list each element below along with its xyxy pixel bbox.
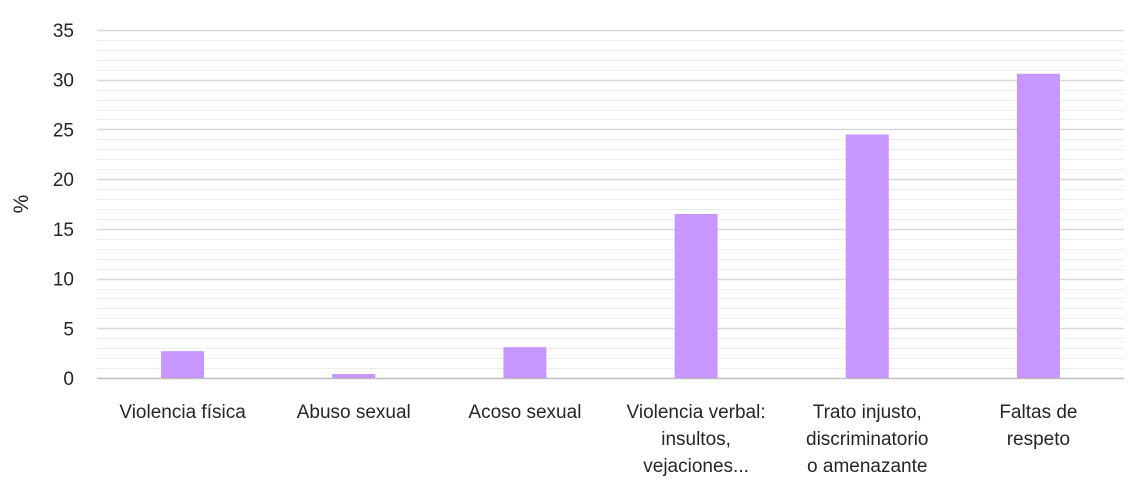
x-category-label-line: Trato injusto, bbox=[813, 402, 922, 423]
gridlines bbox=[97, 29, 1124, 369]
x-category-label: Violencia física bbox=[119, 402, 246, 423]
bar bbox=[332, 374, 376, 378]
x-category-label: Acoso sexual bbox=[468, 402, 581, 423]
y-tick-label: 35 bbox=[53, 21, 74, 42]
x-category-label: Faltas de respeto bbox=[999, 402, 1077, 450]
y-tick-label: 10 bbox=[53, 270, 74, 291]
x-category-label-line: Violencia verbal: bbox=[627, 402, 766, 423]
x-axis-categories: Violencia física Abuso sexual Acoso sexual… bbox=[119, 402, 1077, 477]
y-tick-label: 5 bbox=[63, 319, 74, 340]
x-category-label-line: o amenazante bbox=[807, 456, 927, 477]
bars bbox=[161, 73, 1060, 379]
x-category-label: Trato injusto, discriminatorio o amenazant… bbox=[806, 402, 928, 477]
y-axis-ticks: 0 5 10 15 20 25 30 35 bbox=[53, 21, 74, 390]
x-category-label-line: Faltas de bbox=[999, 402, 1077, 423]
x-category-label-line: Violencia física bbox=[119, 402, 246, 423]
y-tick-label: 0 bbox=[63, 369, 74, 390]
x-category-label-line: Acoso sexual bbox=[468, 402, 581, 423]
y-tick-label: 30 bbox=[53, 71, 74, 92]
x-category-label: Abuso sexual bbox=[297, 402, 411, 423]
x-category-label-line: respeto bbox=[1007, 429, 1070, 450]
bar bbox=[845, 134, 889, 378]
x-category-label-line: vejaciones... bbox=[643, 456, 749, 477]
bar bbox=[161, 351, 205, 378]
x-category-label-line: discriminatorio bbox=[806, 429, 928, 450]
bar bbox=[674, 213, 718, 378]
y-tick-label: 25 bbox=[53, 120, 74, 141]
y-axis-title: % bbox=[10, 195, 33, 214]
y-tick-label: 20 bbox=[53, 170, 74, 191]
y-tick-label: 15 bbox=[53, 220, 74, 241]
x-category-label: Violencia verbal: insultos, vejaciones... bbox=[627, 402, 766, 477]
x-category-label-line: Abuso sexual bbox=[297, 402, 411, 423]
bar bbox=[1016, 73, 1060, 379]
x-category-label-line: insultos, bbox=[661, 429, 731, 450]
bar bbox=[503, 347, 547, 378]
